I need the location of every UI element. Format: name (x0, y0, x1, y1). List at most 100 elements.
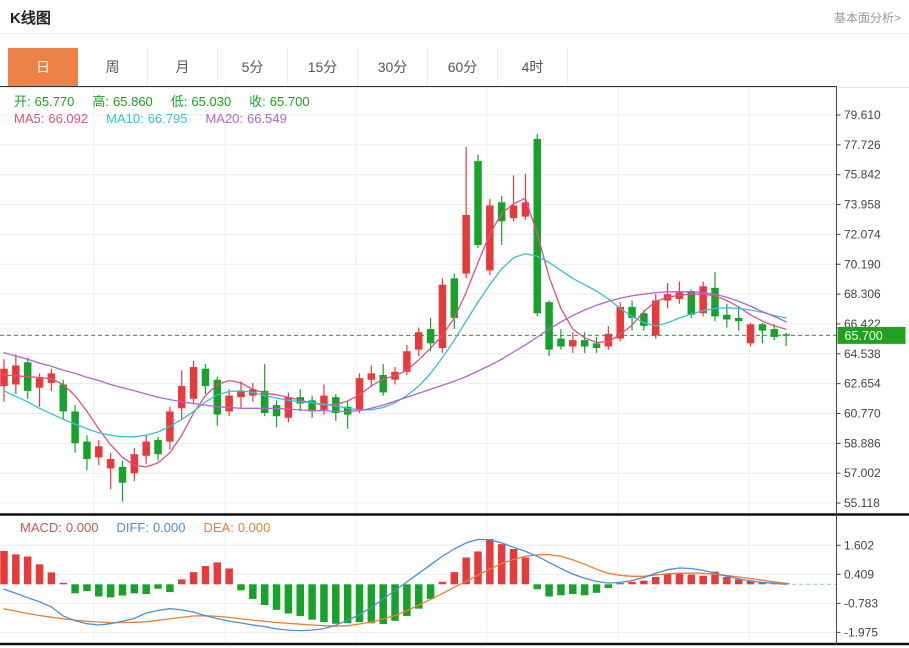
macd-bar (545, 584, 553, 597)
macd-bar (711, 571, 719, 585)
price-tick-label: 72.074 (844, 227, 881, 241)
candle-body (189, 367, 198, 399)
fundamental-analysis-link[interactable]: 基本面分析> (833, 11, 901, 25)
candle-body (225, 395, 233, 412)
macd-bar (652, 576, 660, 585)
candle-body (106, 458, 115, 469)
diff-line (3, 538, 787, 632)
ma20-readout: MA20: 66.549 (205, 111, 290, 126)
macd-bar (640, 580, 648, 585)
macd-bar (604, 584, 613, 588)
macd-bar (415, 584, 423, 609)
candle-body (723, 314, 731, 320)
macd-bar (758, 581, 767, 585)
period-tab-30分[interactable]: 30分 (358, 48, 428, 87)
high-label: 高: (92, 94, 110, 109)
period-tab-4时[interactable]: 4时 (498, 48, 568, 87)
macd-value: 0.000 (65, 520, 99, 535)
macd-bar (569, 584, 577, 595)
period-tab-月[interactable]: 月 (148, 48, 218, 87)
macd-bar (296, 584, 304, 616)
macd-bar (403, 584, 411, 616)
candle-body (130, 454, 139, 474)
period-tab-周[interactable]: 周 (78, 48, 148, 87)
candle-body (426, 329, 435, 344)
macd-bar (521, 557, 530, 585)
macd-bar (734, 579, 743, 585)
candle-body (95, 446, 103, 458)
candle-body (746, 324, 755, 344)
period-tab-60分[interactable]: 60分 (428, 48, 498, 87)
macd-bar (213, 562, 222, 585)
candle-body (604, 333, 613, 347)
price-tick-label: 64.538 (844, 347, 881, 361)
low-readout: 低: 65.030 (171, 94, 235, 109)
candle-body (178, 386, 186, 409)
diff-value: 0.000 (152, 520, 186, 535)
candle-body (415, 332, 423, 350)
price-tick-label: 73.958 (844, 198, 881, 212)
period-tabbar: 日周月 5分 15分 30分 60分 4时 (0, 48, 909, 88)
diff-label: DIFF: (116, 520, 149, 535)
candle-body (59, 384, 67, 412)
macd-tick-label: -0.783 (844, 596, 878, 610)
candle-body (486, 205, 494, 271)
period-tab-5分[interactable]: 5分 (218, 48, 288, 87)
macd-bar (130, 584, 139, 594)
high-value: 65.860 (113, 94, 153, 109)
dea-line (3, 553, 787, 627)
macd-bar (426, 584, 435, 599)
macd-bar (272, 584, 281, 610)
high-readout: 高: 65.860 (92, 94, 156, 109)
macd-bar (663, 574, 672, 585)
macd-bar (462, 557, 470, 585)
dea-value: 0.000 (237, 520, 271, 535)
candle-body (545, 302, 553, 350)
macd-bar (343, 584, 352, 624)
ohlc-readout: 开: 65.770 高: 65.860 低: 65.030 收: 65.700 (14, 91, 328, 110)
candlestick-chart[interactable]: 79.610 77.726 75.842 73.958 72.074 70.190 68.3… (0, 86, 909, 648)
macd-readout: MACD: 0.000 (20, 520, 102, 535)
ma10-line (3, 253, 787, 438)
candle-body (343, 406, 352, 415)
candle-body (711, 287, 719, 317)
macd-bar (450, 572, 459, 585)
candle-body (213, 379, 222, 415)
candle-body (260, 390, 269, 414)
candle-body (758, 324, 767, 331)
macd-bar (0, 550, 8, 585)
close-label: 收: (249, 94, 266, 109)
candle-body (47, 373, 56, 383)
macd-bar (154, 584, 162, 589)
price-tick-label: 62.654 (844, 377, 881, 391)
macd-bar (438, 581, 447, 585)
candle-body (403, 351, 411, 372)
price-tick-label: 55.118 (844, 496, 880, 510)
macd-bar (580, 584, 589, 596)
period-tab-日[interactable]: 日 (8, 48, 78, 87)
low-value: 65.030 (191, 94, 232, 109)
candle-body (462, 214, 470, 274)
candle-body (12, 365, 20, 385)
macd-bar (189, 572, 198, 585)
macd-tick-label: 1.602 (844, 538, 874, 552)
candle-body (687, 291, 696, 315)
candle-body (474, 161, 482, 246)
candle-body (379, 374, 387, 393)
macd-bar (320, 584, 328, 623)
candle-body (35, 378, 44, 388)
diff-readout: DIFF: 0.000 (116, 520, 189, 535)
candle-body (118, 466, 127, 483)
macd-bar (284, 584, 293, 614)
candle-body (83, 441, 91, 459)
ma10-readout: MA10: 66.795 (106, 111, 191, 126)
candle-body (616, 306, 624, 339)
macd-bar (59, 582, 67, 585)
macd-bar (675, 573, 684, 585)
ma-readout: MA5: 66.092 MA10: 66.795 MA20: 66.549 (14, 111, 305, 126)
macd-bar (225, 568, 233, 585)
period-tab-15分[interactable]: 15分 (288, 48, 358, 87)
macd-bar (12, 554, 20, 585)
macd-bar (308, 584, 316, 620)
macd-bar (723, 576, 731, 585)
